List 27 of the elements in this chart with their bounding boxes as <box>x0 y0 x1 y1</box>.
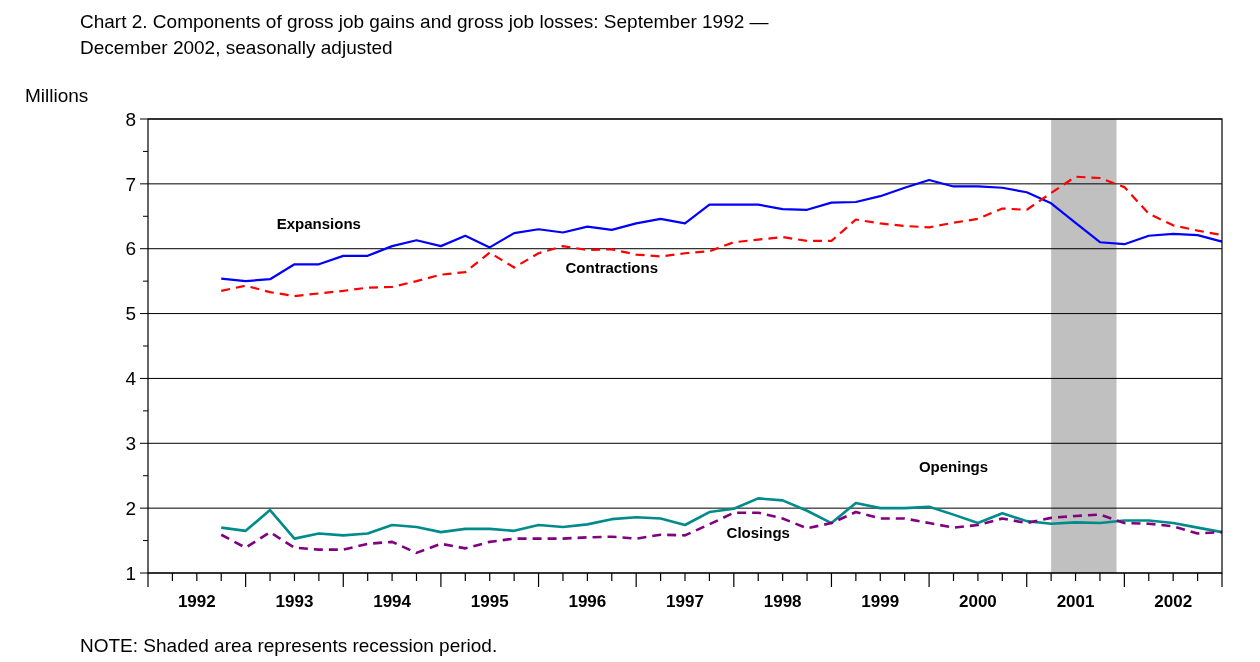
x-tick-label: 1998 <box>763 592 802 611</box>
y-tick-label: 1 <box>125 562 136 584</box>
y-axis-title: Millions <box>25 85 89 106</box>
x-tick-label: 1999 <box>861 592 900 611</box>
x-tick-label: 2000 <box>959 592 997 611</box>
x-tick-label: 2001 <box>1056 592 1095 611</box>
y-tick-label: 2 <box>125 497 136 519</box>
text: Openings <box>918 457 989 475</box>
line-series <box>219 510 1224 555</box>
x-tick-label: 1996 <box>568 592 607 611</box>
series-label: Expansions <box>276 215 361 233</box>
x-tick-label: 1992 <box>177 592 216 611</box>
chart-title: Chart 2. Components of gross job gains and gross job losses: September 1992 — December 2002, seasonally adjusted <box>80 11 769 58</box>
y-tick-label: 7 <box>125 173 136 195</box>
text: NOTE: Shaded area represents recession period. <box>80 635 498 656</box>
y-tick-label: 6 <box>125 238 136 260</box>
series-label: Closings <box>726 523 790 541</box>
y-tick-label: 3 <box>125 432 136 454</box>
x-tick-label: 1993 <box>275 592 314 611</box>
y-tick-label: 5 <box>125 303 136 325</box>
series-label: Contractions <box>565 259 659 277</box>
x-tick-label: 1994 <box>373 592 412 611</box>
x-tick-label: 2002 <box>1154 592 1193 611</box>
y-tick-label: 4 <box>125 368 137 390</box>
x-tick-label: 1995 <box>470 592 509 611</box>
y-tick-label: 8 <box>125 108 136 130</box>
x-tick-label: 1997 <box>666 592 704 611</box>
